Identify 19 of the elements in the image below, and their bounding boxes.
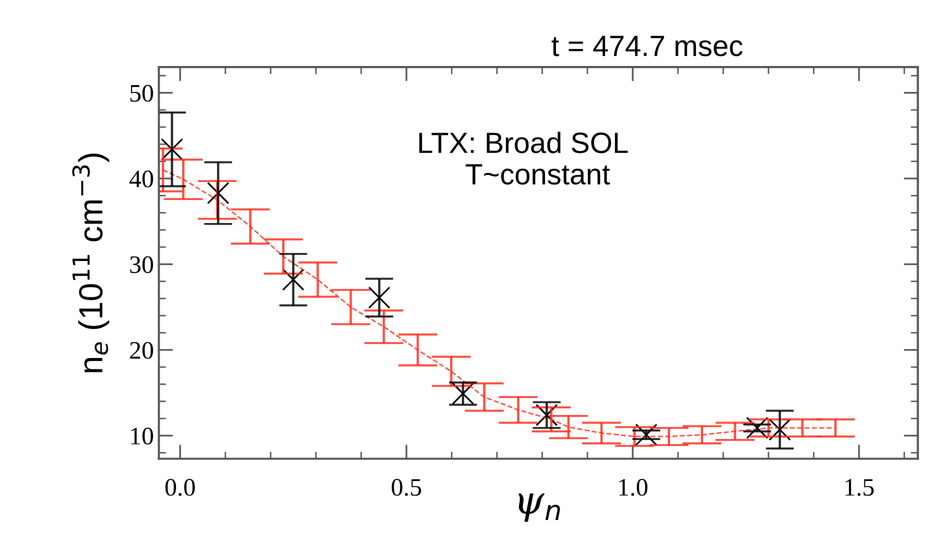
point (635, 424, 658, 446)
x-tick-label: 0.0 (165, 478, 195, 496)
point (368, 286, 390, 309)
x-tick-label: 1.0 (619, 478, 648, 496)
x-tick-label: 1.5 (846, 479, 874, 496)
y-axis-title: n$_{e}$ (10$^{11}$ cm$^{−3}$) (72, 154, 110, 372)
y-tick-label: 40 (129, 170, 154, 188)
point (536, 404, 558, 426)
y-tick-label: 30 (130, 256, 154, 274)
y-tick-label: 20 (130, 342, 154, 359)
point (160, 138, 184, 160)
y-tick-label: 10 (131, 428, 154, 445)
point (282, 268, 304, 291)
x-tick-label: 0.5 (392, 478, 422, 496)
y-tick-label: 50 (130, 84, 154, 102)
x-axis-title: ψ$_{n}$ (518, 493, 560, 522)
annotation: LTX: Broad SOL T~constant (419, 132, 628, 185)
chart-title: t = 474.7 msec (552, 36, 743, 56)
point (207, 182, 230, 204)
